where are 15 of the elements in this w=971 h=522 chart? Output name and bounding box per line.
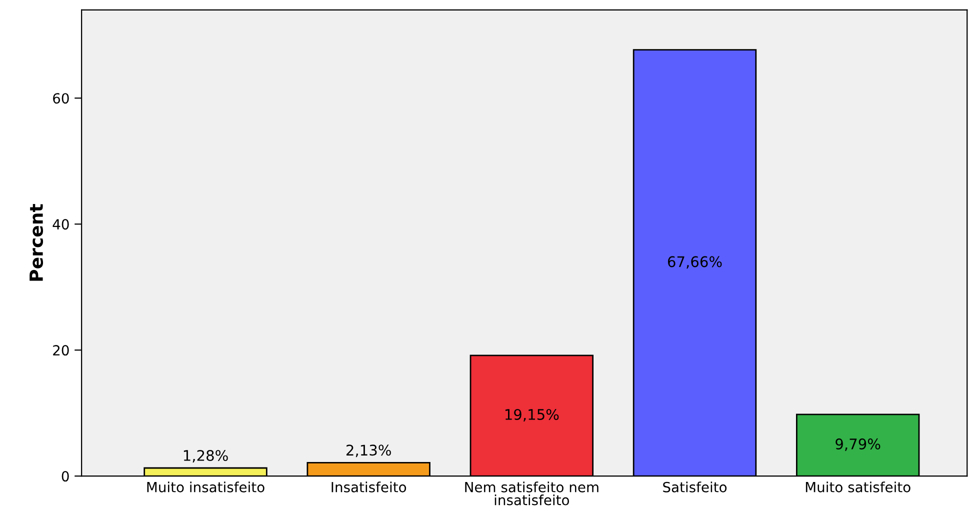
data-label: 67,66% [668,256,722,269]
x-tick-label: Muito satisfeito [806,482,910,492]
y-tick-label: 60 [53,93,69,104]
x-tick-label: Insatisfeito [332,482,406,492]
data-label: 19,15% [505,408,559,422]
x-tick-label: Muito insatisfeito [147,482,264,492]
x-tick-label: Satisfeito [663,482,727,492]
y-axis-title: Percent [30,204,44,281]
x-tick-label: Nem satisfeito nem insatisfeito [465,482,598,506]
data-label: 1,28% [184,450,228,462]
data-label: 9,79% [836,438,880,451]
data-label: 2,13% [346,444,391,458]
y-tick-label: 0 [62,471,69,482]
y-tick-label: 20 [53,345,69,356]
y-tick-label: 40 [52,219,69,230]
